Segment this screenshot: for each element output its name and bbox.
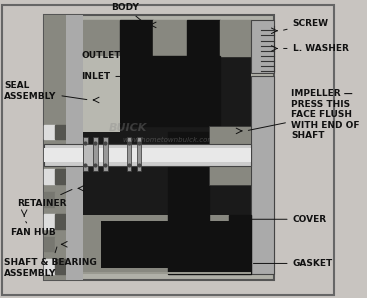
Bar: [83, 21, 251, 274]
Bar: [44, 15, 83, 280]
Text: GASKET: GASKET: [254, 259, 333, 268]
Bar: [83, 144, 93, 166]
Polygon shape: [168, 215, 251, 274]
Bar: [83, 21, 251, 56]
Polygon shape: [153, 21, 187, 56]
Bar: [66, 15, 83, 280]
Polygon shape: [55, 170, 66, 184]
Text: www.hometownbuick.com: www.hometownbuick.com: [122, 137, 215, 143]
Text: OUTLET: OUTLET: [81, 51, 142, 61]
Text: INLET: INLET: [81, 72, 135, 81]
Bar: [44, 144, 251, 166]
Polygon shape: [44, 170, 55, 184]
Bar: [103, 137, 108, 171]
Bar: [251, 76, 274, 274]
Bar: [83, 56, 120, 132]
Polygon shape: [55, 125, 66, 139]
Bar: [93, 137, 98, 171]
Bar: [101, 221, 236, 268]
Polygon shape: [55, 259, 66, 274]
Polygon shape: [168, 132, 209, 221]
Polygon shape: [55, 214, 66, 229]
Polygon shape: [55, 147, 66, 162]
Polygon shape: [120, 56, 221, 126]
Bar: [83, 137, 88, 171]
Polygon shape: [120, 21, 153, 56]
Polygon shape: [55, 192, 66, 207]
Text: BUICK: BUICK: [109, 123, 148, 133]
Bar: [83, 272, 251, 274]
Polygon shape: [83, 21, 120, 56]
Bar: [209, 126, 251, 185]
Polygon shape: [44, 237, 55, 252]
Bar: [83, 215, 251, 274]
Bar: [44, 15, 274, 280]
Bar: [137, 137, 141, 171]
Text: L. WASHER: L. WASHER: [284, 44, 348, 53]
Polygon shape: [44, 125, 55, 139]
Bar: [127, 137, 131, 171]
Polygon shape: [44, 147, 55, 162]
Polygon shape: [44, 192, 55, 207]
Polygon shape: [221, 21, 251, 56]
Text: COVER: COVER: [252, 215, 327, 224]
Bar: [44, 148, 251, 162]
Text: FAN HUB: FAN HUB: [11, 222, 55, 237]
Polygon shape: [44, 259, 55, 274]
Polygon shape: [187, 21, 221, 56]
Text: SHAFT & BEARING
ASSEMBLY: SHAFT & BEARING ASSEMBLY: [4, 247, 97, 277]
Text: SCREW: SCREW: [284, 19, 328, 30]
Polygon shape: [44, 214, 55, 229]
Text: SEAL
ASSEMBLY: SEAL ASSEMBLY: [4, 81, 87, 101]
Text: IMPELLER —
PRESS THIS
FACE FLUSH
WITH END OF
SHAFT: IMPELLER — PRESS THIS FACE FLUSH WITH EN…: [248, 89, 359, 140]
Text: BODY: BODY: [111, 3, 145, 23]
Text: RETAINER: RETAINER: [18, 190, 72, 208]
Bar: [251, 21, 274, 74]
Polygon shape: [55, 237, 66, 252]
